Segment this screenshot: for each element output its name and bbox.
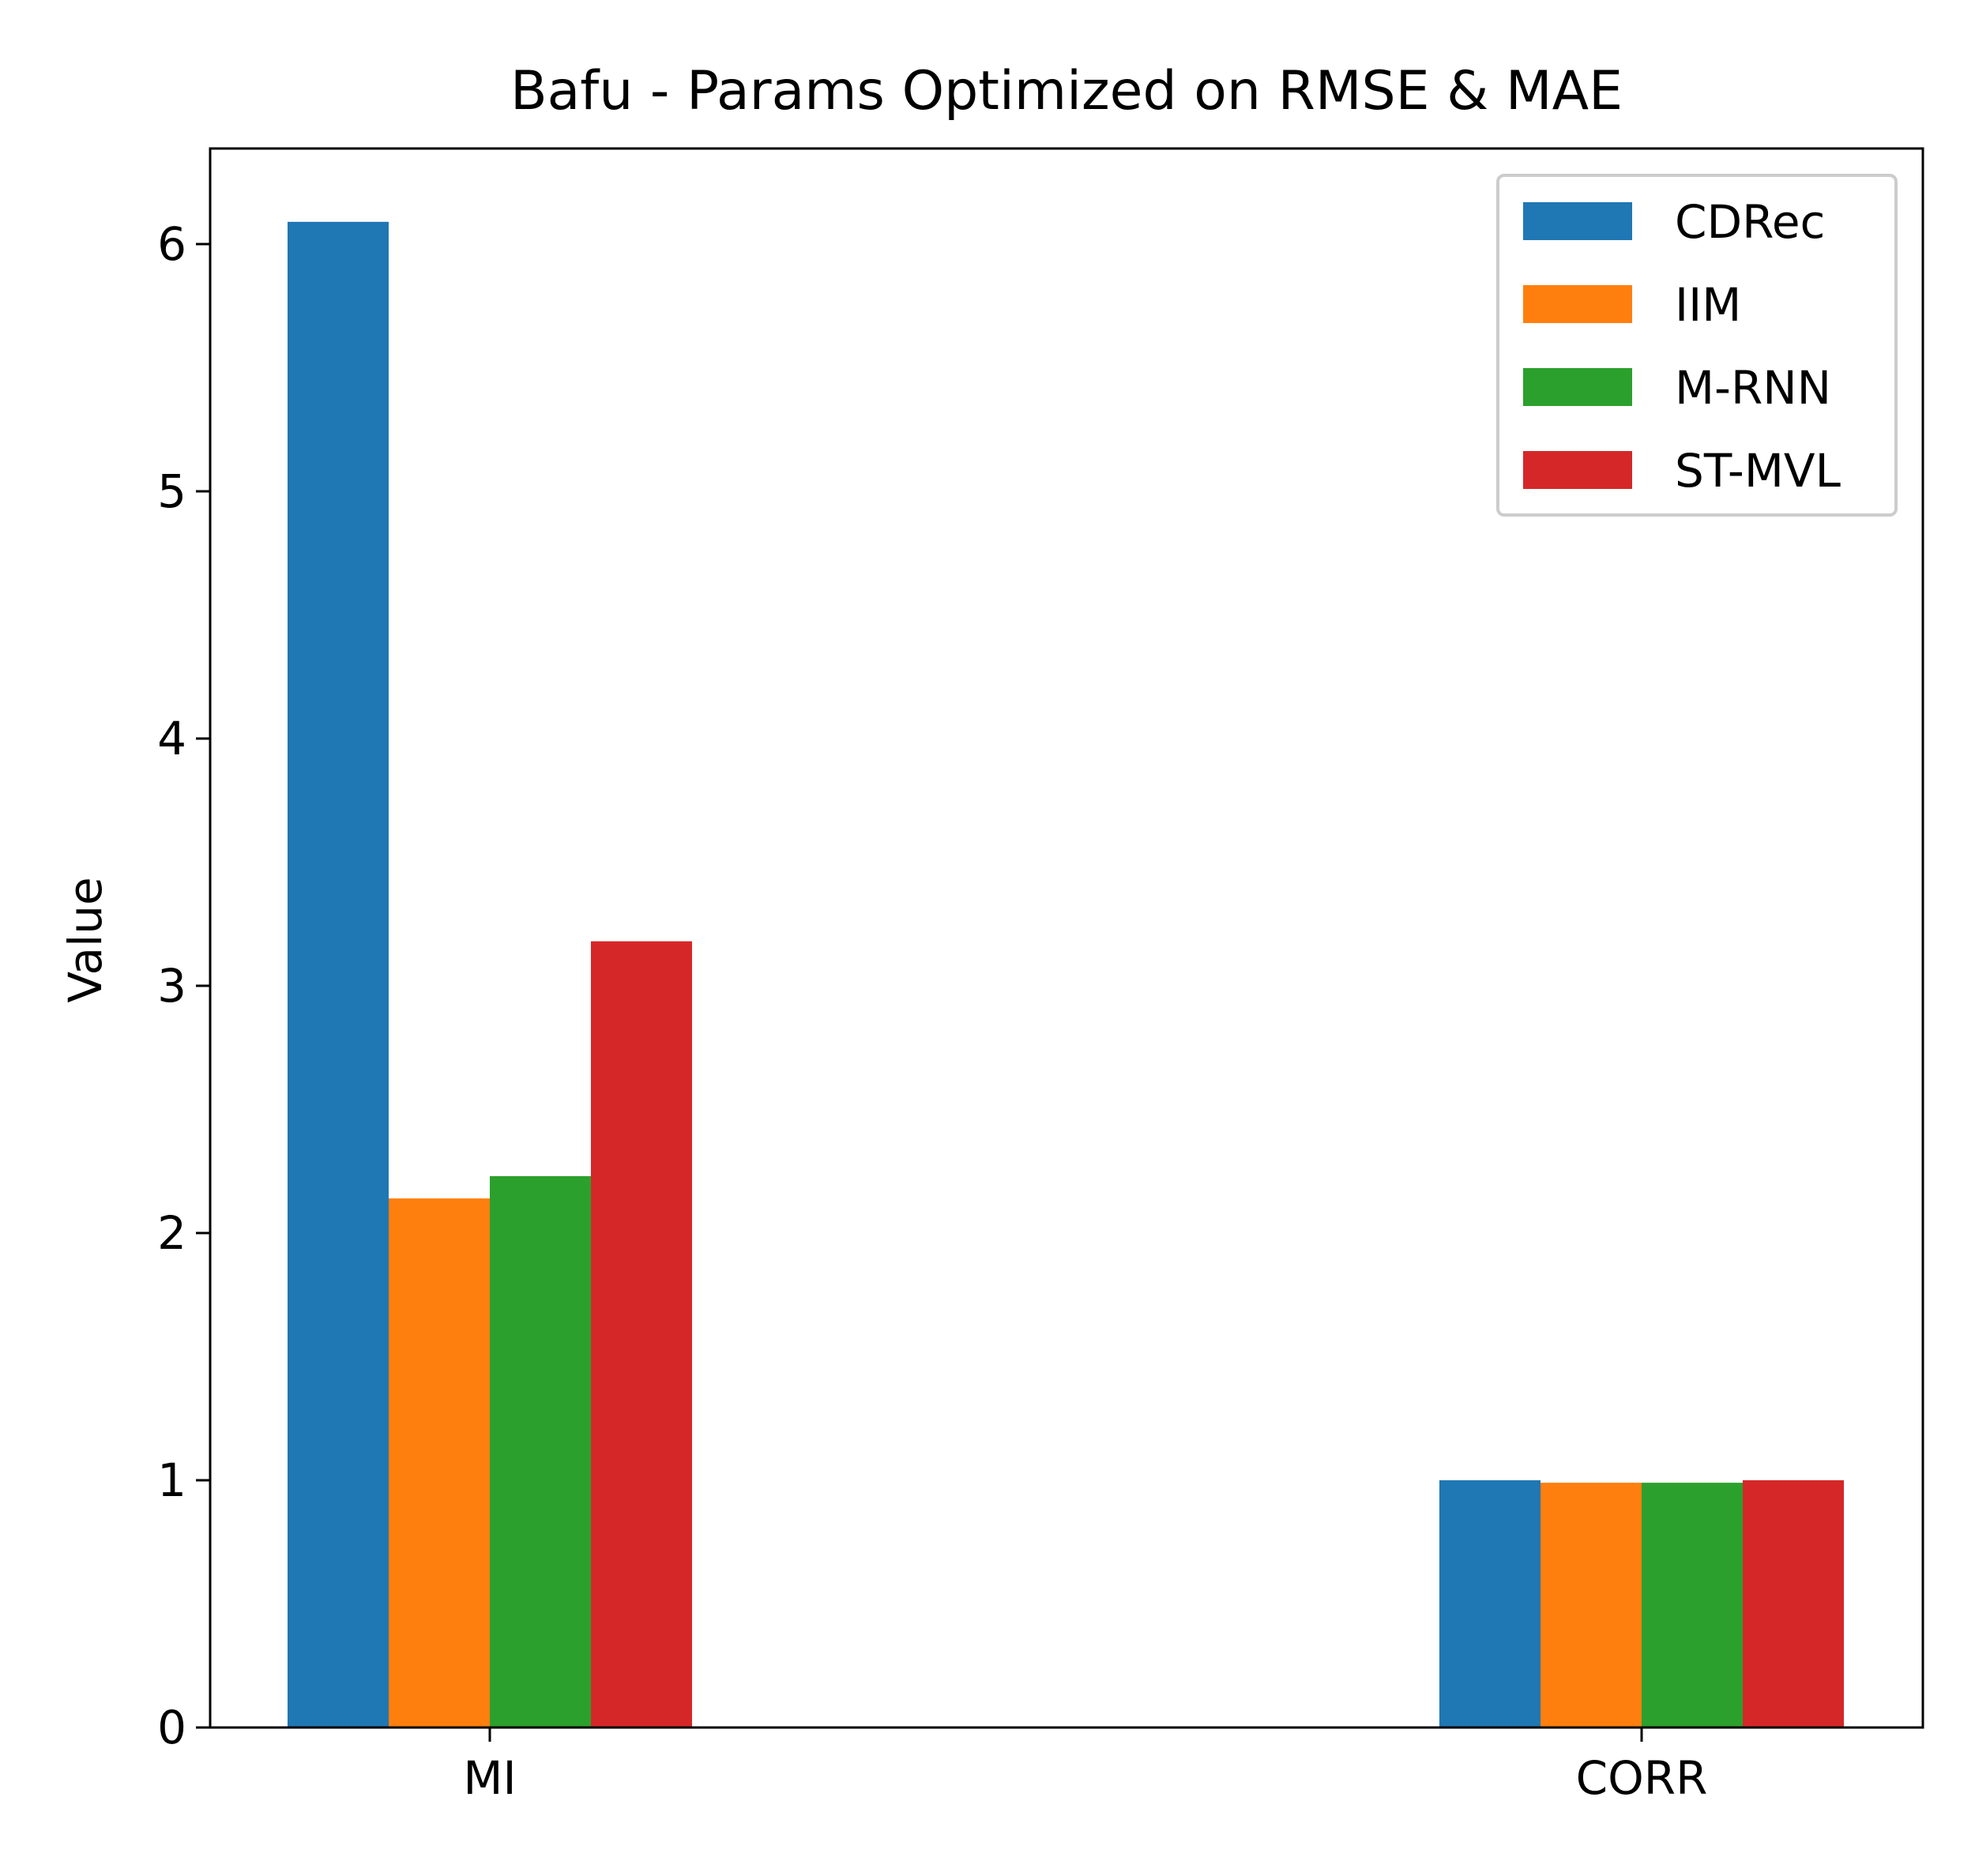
y-tick-label: 1 — [157, 1453, 186, 1507]
bar-m-rnn-mi — [490, 1176, 591, 1727]
bar-st-mvl-mi — [591, 941, 692, 1727]
y-tick-label: 2 — [157, 1206, 186, 1260]
plot-frame — [209, 147, 1924, 1729]
y-tick-label: 0 — [157, 1701, 186, 1754]
legend-label: CDRec — [1675, 195, 1825, 249]
y-tick-label: 6 — [157, 217, 186, 271]
x-tick-label: MI — [463, 1751, 516, 1805]
legend-box — [1496, 174, 1898, 517]
legend-label: M-RNN — [1675, 361, 1831, 415]
x-tick-label: CORR — [1576, 1751, 1708, 1805]
bar-iim-mi — [389, 1198, 490, 1727]
bars-group — [288, 221, 1844, 1728]
bar-iim-corr — [1540, 1483, 1642, 1727]
chart-title: Bafu - Params Optimized on RMSE & MAE — [510, 60, 1623, 122]
y-axis-label: Value — [58, 877, 112, 1002]
y-tick-label: 4 — [157, 712, 186, 765]
legend-label: ST-MVL — [1675, 444, 1841, 498]
bar-st-mvl-corr — [1743, 1480, 1844, 1727]
legend-label: IIM — [1675, 278, 1741, 332]
bar-m-rnn-corr — [1642, 1483, 1743, 1727]
legend-swatch — [1523, 368, 1632, 406]
legend-swatch — [1523, 202, 1632, 240]
bar-cdrec-corr — [1439, 1480, 1540, 1727]
legend-swatch — [1523, 451, 1632, 489]
y-tick-label: 3 — [157, 959, 186, 1013]
legend: CDRec IIM M-RNN ST-MVL — [1496, 174, 1898, 517]
y-tick-label: 5 — [157, 464, 186, 518]
legend-swatch — [1523, 285, 1632, 323]
x-axis: MI CORR — [463, 1727, 1707, 1805]
bar-cdrec-mi — [288, 221, 389, 1728]
y-axis: 0 1 2 3 4 5 6 — [157, 217, 210, 1754]
